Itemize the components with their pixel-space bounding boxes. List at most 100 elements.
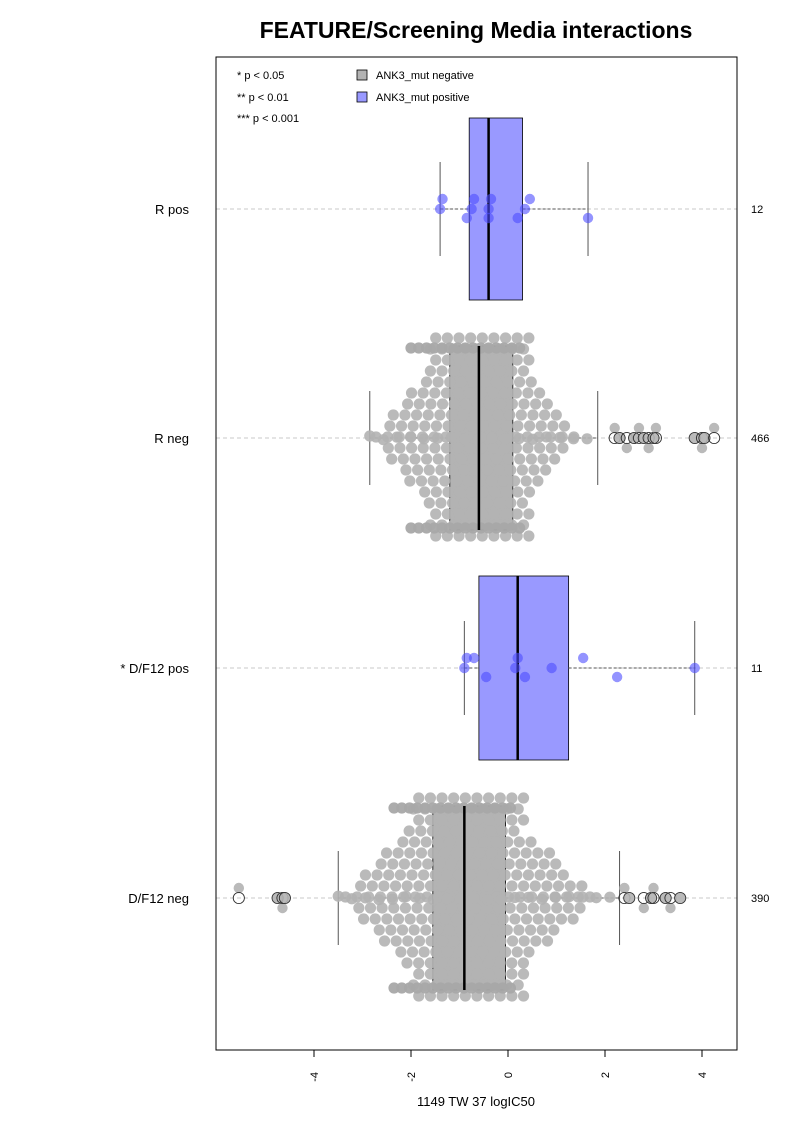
data-point bbox=[514, 342, 526, 354]
data-point bbox=[461, 212, 472, 224]
data-point bbox=[467, 522, 479, 534]
data-point bbox=[445, 858, 457, 870]
data-point bbox=[427, 913, 440, 925]
data-point bbox=[505, 497, 517, 509]
data-point bbox=[545, 442, 557, 454]
data-point bbox=[464, 442, 476, 454]
data-point bbox=[436, 398, 449, 410]
data-point bbox=[510, 662, 521, 674]
data-point bbox=[452, 387, 464, 399]
data-point bbox=[502, 836, 514, 848]
data-point bbox=[481, 497, 494, 509]
data-point bbox=[552, 880, 565, 892]
data-point bbox=[483, 203, 494, 215]
data-point bbox=[464, 387, 476, 399]
data-point bbox=[532, 847, 544, 859]
data-point bbox=[423, 497, 435, 509]
data-point bbox=[444, 522, 456, 534]
data-point bbox=[366, 880, 378, 892]
box-positive bbox=[468, 117, 523, 301]
group-count: 390 bbox=[751, 893, 769, 905]
data-point bbox=[448, 814, 460, 826]
data-point bbox=[538, 858, 550, 870]
data-point bbox=[567, 913, 579, 925]
data-point bbox=[536, 893, 548, 905]
data-point bbox=[526, 858, 539, 870]
data-point bbox=[516, 902, 528, 914]
data-point bbox=[387, 409, 399, 421]
data-point bbox=[405, 387, 418, 399]
data-point bbox=[467, 453, 479, 465]
data-point bbox=[392, 913, 405, 925]
data-point bbox=[388, 902, 400, 914]
outlier-point-fill bbox=[648, 432, 659, 444]
data-point bbox=[440, 442, 453, 454]
data-point bbox=[459, 522, 471, 534]
data-point bbox=[488, 354, 500, 366]
data-point bbox=[381, 913, 393, 925]
data-point bbox=[474, 847, 486, 859]
data-point bbox=[466, 802, 478, 814]
data-point bbox=[436, 814, 448, 826]
data-point bbox=[483, 212, 494, 224]
data-point bbox=[506, 398, 518, 410]
data-point bbox=[520, 847, 532, 859]
data-point bbox=[404, 913, 416, 925]
data-point bbox=[462, 475, 474, 487]
data-point bbox=[499, 387, 511, 399]
data-point bbox=[494, 365, 506, 377]
data-point bbox=[389, 880, 402, 892]
data-point bbox=[486, 432, 498, 444]
data-point bbox=[527, 433, 539, 445]
data-point bbox=[502, 453, 514, 465]
data-point bbox=[441, 354, 453, 366]
data-point bbox=[427, 894, 439, 906]
plot-frame bbox=[215, 56, 738, 1051]
data-point bbox=[450, 802, 462, 814]
data-point bbox=[428, 522, 440, 534]
data-point bbox=[468, 892, 480, 904]
significance-legend: * p < 0.05 ** p < 0.01 *** p < 0.001 bbox=[237, 70, 299, 125]
data-point bbox=[468, 858, 480, 870]
data-point bbox=[469, 409, 481, 421]
data-point bbox=[444, 453, 456, 465]
data-point bbox=[405, 442, 418, 454]
data-point bbox=[519, 671, 531, 683]
data-point bbox=[424, 792, 436, 804]
data-point bbox=[359, 892, 372, 904]
data-point bbox=[429, 869, 441, 881]
sig-note-2: ** p < 0.01 bbox=[237, 92, 289, 104]
data-point bbox=[434, 203, 446, 215]
data-point bbox=[558, 420, 571, 432]
data-point bbox=[411, 982, 423, 994]
data-point bbox=[511, 869, 523, 881]
data-point bbox=[438, 825, 450, 837]
data-point bbox=[386, 453, 398, 465]
outlier-point-fill bbox=[638, 902, 649, 914]
data-point bbox=[465, 420, 477, 432]
data-point bbox=[433, 858, 445, 870]
data-point bbox=[369, 913, 381, 925]
data-point bbox=[404, 475, 416, 487]
legend-swatch-negative bbox=[356, 69, 368, 81]
data-point bbox=[411, 802, 423, 814]
data-point bbox=[357, 913, 370, 925]
data-point bbox=[435, 464, 447, 476]
data-point bbox=[436, 880, 448, 892]
data-point bbox=[423, 464, 435, 476]
data-point bbox=[511, 354, 523, 366]
data-point bbox=[400, 890, 412, 903]
data-point bbox=[439, 475, 451, 487]
data-point bbox=[510, 387, 522, 399]
data-point bbox=[485, 475, 497, 487]
data-point bbox=[530, 398, 542, 410]
outlier-point-fill bbox=[614, 432, 625, 444]
data-point bbox=[419, 486, 431, 498]
data-point bbox=[564, 880, 576, 892]
data-point bbox=[451, 913, 463, 925]
data-point bbox=[504, 802, 517, 814]
data-point bbox=[460, 935, 472, 947]
data-point bbox=[432, 376, 444, 388]
data-point bbox=[413, 792, 425, 804]
data-point bbox=[479, 376, 491, 388]
